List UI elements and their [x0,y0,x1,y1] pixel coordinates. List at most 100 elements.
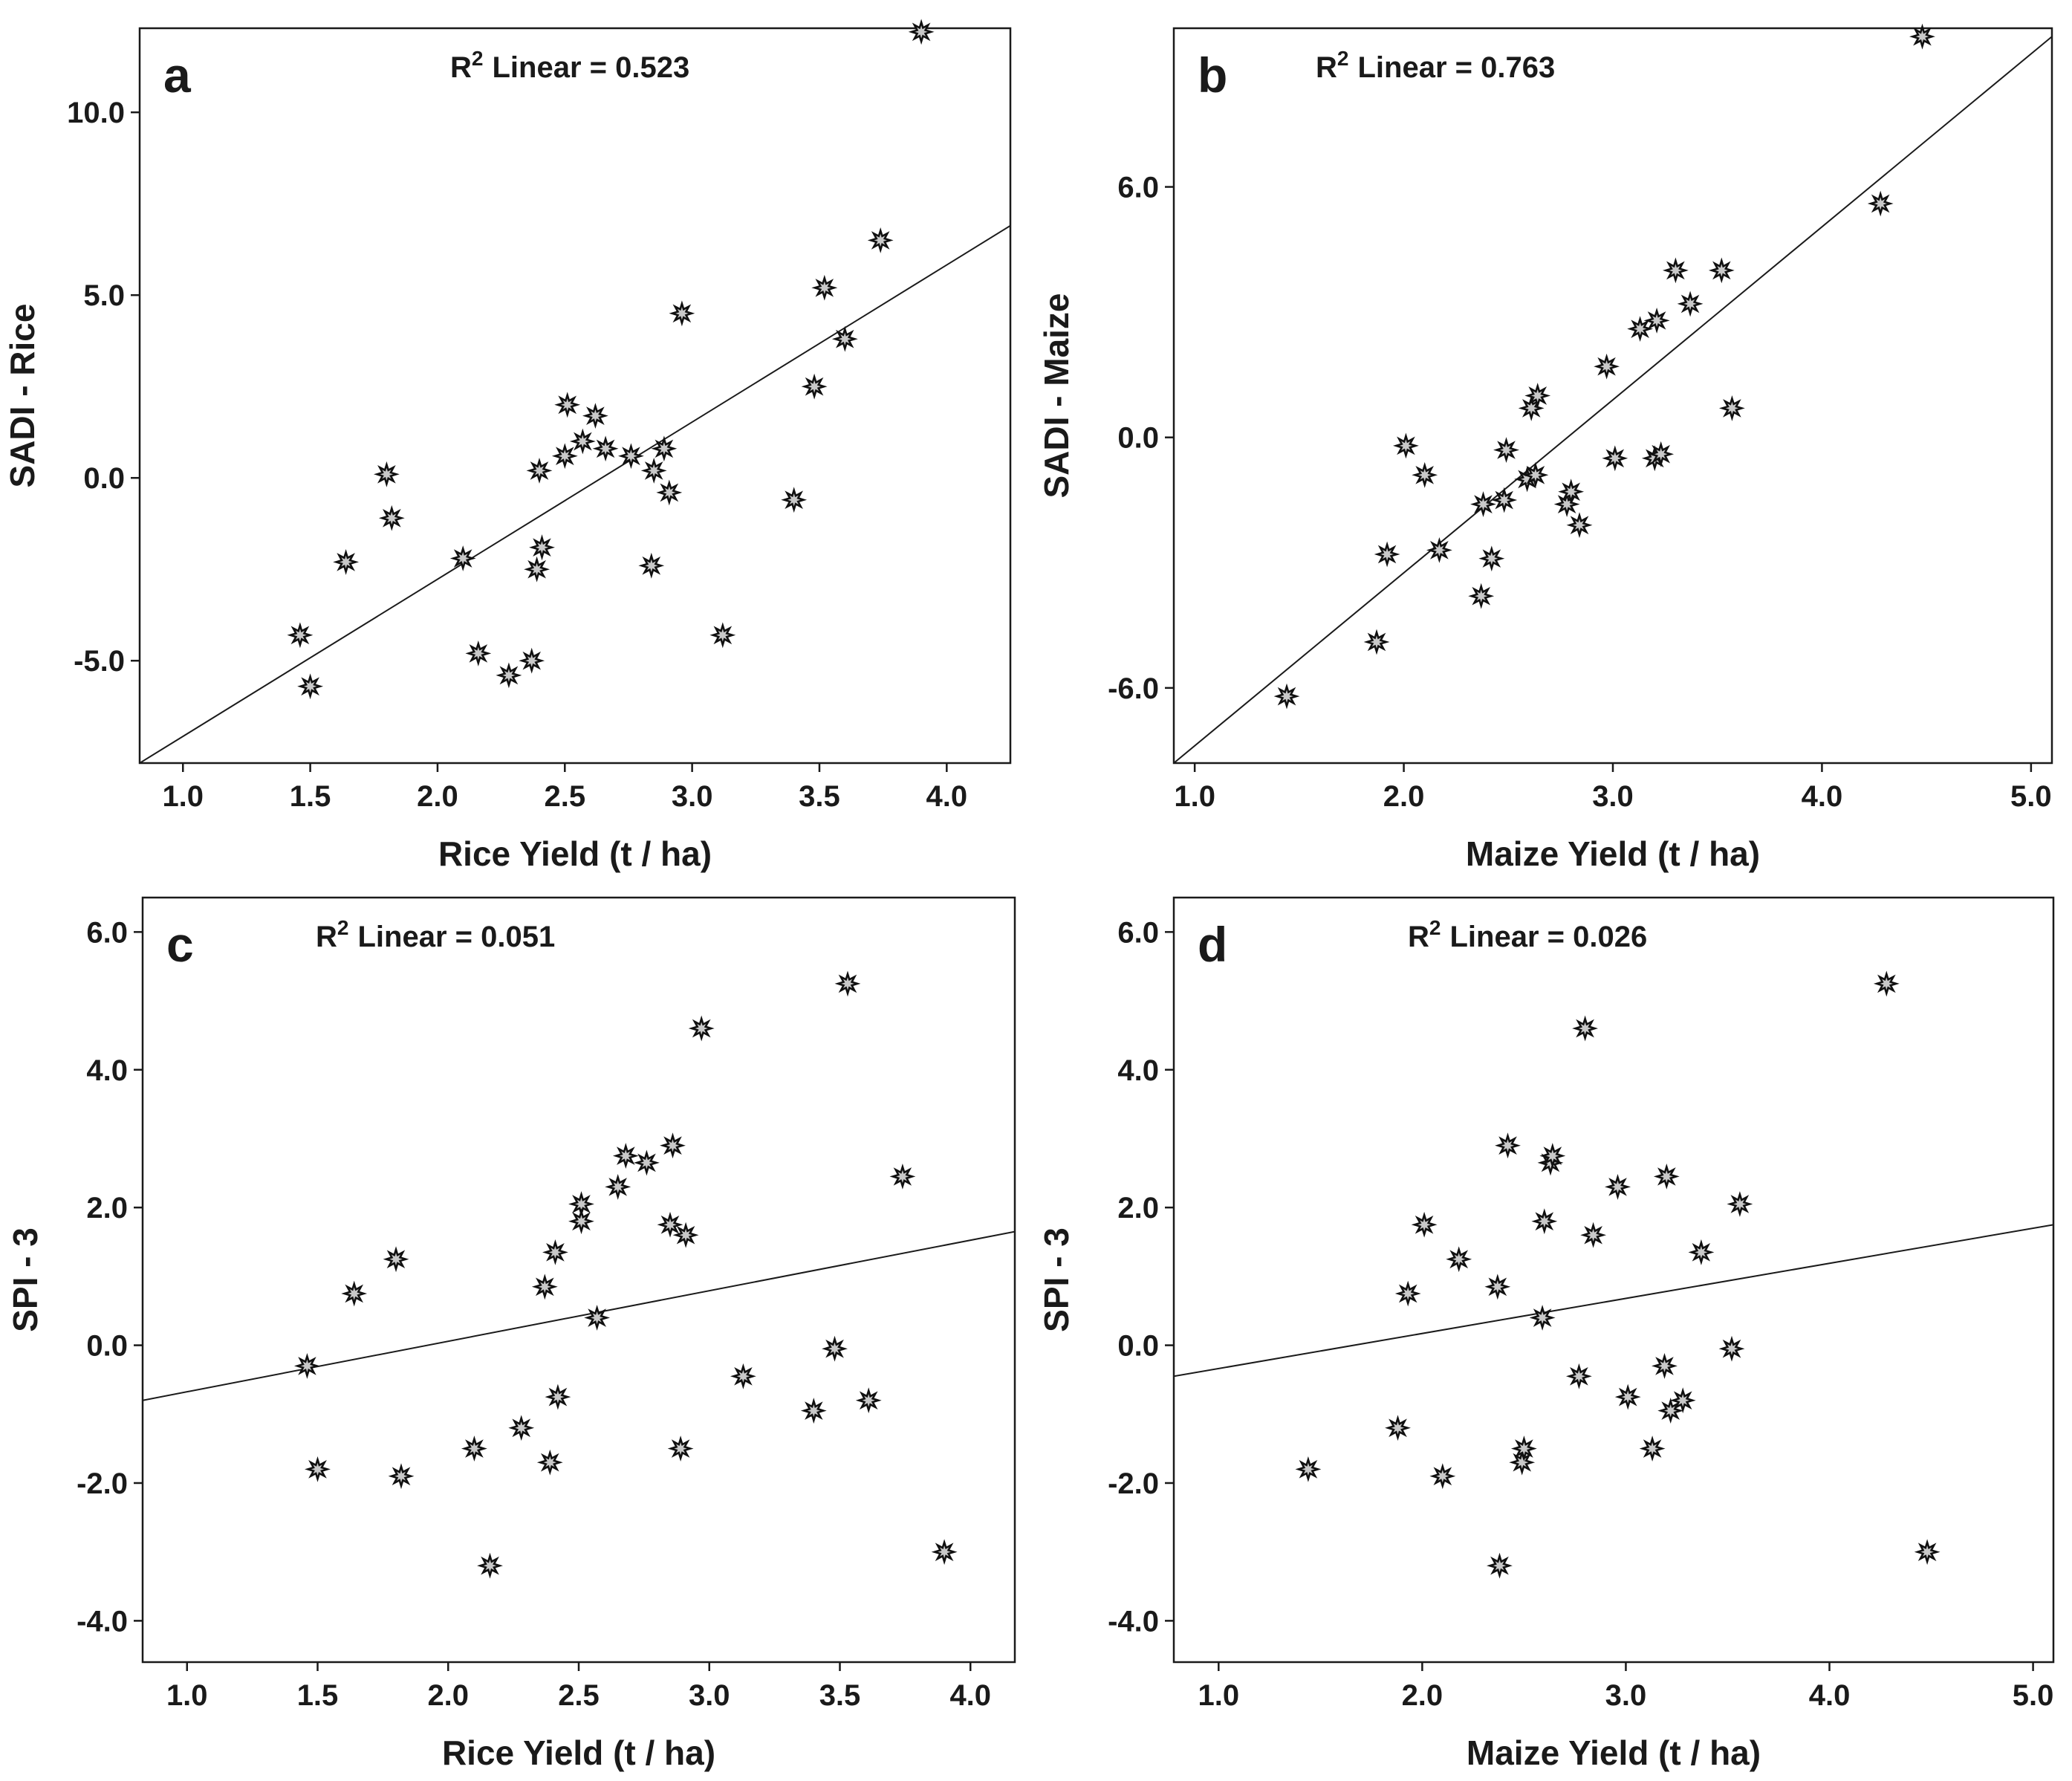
y-tick-label: 4.0 [86,1054,128,1087]
data-point [1393,432,1419,459]
data-point [1484,1274,1511,1300]
data-point [1677,291,1704,317]
data-point [1509,1449,1536,1476]
data-point [551,443,578,470]
x-axis-label: Maize Yield (t / ha) [1466,834,1760,873]
panel-letter: d [1198,917,1227,972]
data-point [333,549,360,575]
data-point [800,1398,827,1424]
data-point [305,1456,331,1482]
data-point [1374,541,1400,568]
panel-c: 1.0 1.5 2.0 2.5 3.0 3.5 4.0 -4.0 -2.0 0.0 2.0 4.0 6.… [6,896,1016,1772]
data-point [801,373,828,400]
data-point [638,552,665,579]
data-point [582,403,608,429]
plot-frame [141,896,1016,1664]
data-point [1914,1539,1941,1566]
data-point [730,1363,756,1389]
data-point [536,1449,563,1476]
x-tick-label: 5.0 [2013,1679,2054,1712]
plot-frame [138,27,1012,765]
data-point [1363,629,1390,655]
data-point [529,534,555,561]
data-point [1295,1456,1322,1482]
data-point [1385,1415,1411,1441]
data-point [383,1246,409,1273]
x-tick-label: 1.5 [297,1679,339,1712]
data-point [1873,970,1900,997]
x-tick-label: 1.0 [1198,1679,1239,1712]
x-tick-label: 2.0 [427,1679,469,1712]
y-tick-label: 6.0 [86,916,128,949]
y-tick-label: -2.0 [77,1467,128,1500]
y-tick-label: -4.0 [1108,1605,1159,1638]
y-tick-label: 5.0 [83,279,125,312]
y-tick-label: 2.0 [1117,1192,1159,1224]
x-tick-label: 2.0 [1383,780,1425,813]
y-axis-label: SADI - Rice [3,304,42,488]
x-axis-label: Maize Yield (t / ha) [1467,1733,1761,1772]
data-point [1394,1280,1421,1307]
y-tick-label: 4.0 [1117,1054,1159,1087]
y-tick-label: -2.0 [1108,1467,1159,1500]
data-point [1708,257,1735,284]
data-point [908,19,935,45]
y-tick-label: 0.0 [86,1330,128,1363]
panel-letter: c [166,917,194,972]
data-point [1491,487,1518,513]
x-tick-label: 1.0 [162,780,204,813]
data-point [1411,1211,1438,1238]
data-point [388,1463,415,1490]
data-point [834,970,861,997]
y-tick-label: 10.0 [67,97,125,129]
data-point [568,1208,594,1235]
data-point [378,505,405,531]
y-tick-label: 0.0 [83,462,125,495]
y-tick-label: -5.0 [74,645,125,678]
data-point [889,1163,916,1190]
data-point [656,479,683,506]
data-point [524,556,551,583]
data-point [660,1132,686,1159]
data-point [1643,308,1670,334]
data-point [634,1149,660,1176]
data-point [1524,383,1551,409]
data-point [542,1239,568,1265]
plot-frame [1172,896,2055,1664]
data-point [831,325,858,352]
data-point [477,1552,503,1579]
x-tick-label: 4.0 [1809,1679,1851,1712]
data-point [855,1387,882,1414]
data-point [1669,1387,1696,1414]
data-point [1867,190,1894,217]
y-axis-label: SPI - 3 [1037,1227,1076,1332]
r2-label: R2 Linear = 0.523 [450,47,689,84]
x-axis-label: Rice Yield (t / ha) [438,834,712,873]
data-point [569,428,596,455]
x-axis-label: Rice Yield (t / ha) [442,1733,715,1772]
x-tick-label: 4.0 [949,1679,991,1712]
data-point [531,1274,558,1300]
data-point [1478,545,1505,572]
data-point [781,487,808,513]
data-point [526,458,553,484]
data-point [1529,1305,1556,1331]
r2-label: R2 Linear = 0.051 [316,916,555,953]
y-tick-label: 0.0 [1117,1330,1159,1363]
data-point [1539,1143,1566,1169]
y-axis-label: SPI - 3 [6,1227,45,1332]
data-point [449,545,476,571]
x-tick-label: 1.0 [1174,780,1215,813]
r2-label: R2 Linear = 0.026 [1408,916,1647,953]
data-point [1429,1463,1456,1490]
y-tick-label: 6.0 [1117,916,1159,949]
data-point [1727,1191,1753,1217]
data-point [1909,23,1935,50]
data-point [461,1435,487,1462]
data-point [822,1335,848,1362]
data-point [293,1353,320,1379]
data-point [592,435,619,462]
data-point [297,673,324,700]
data-point [709,622,736,649]
